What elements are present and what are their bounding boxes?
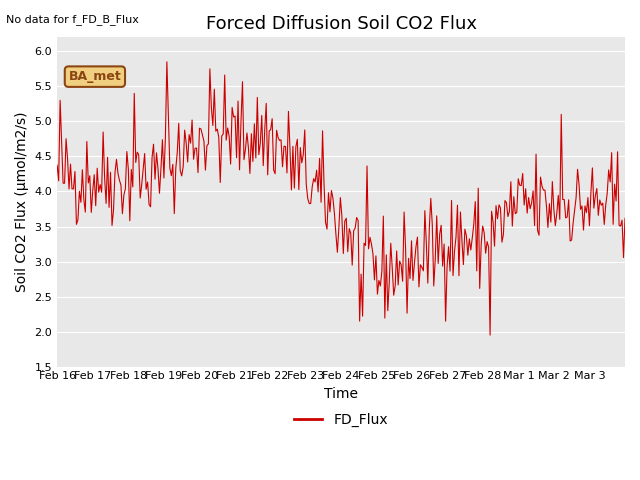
Y-axis label: Soil CO2 Flux (μmol/m2/s): Soil CO2 Flux (μmol/m2/s) [15,112,29,292]
Text: BA_met: BA_met [68,70,121,83]
X-axis label: Time: Time [324,387,358,401]
Text: No data for f_FD_B_Flux: No data for f_FD_B_Flux [6,14,140,25]
Legend: FD_Flux: FD_Flux [289,407,394,432]
Title: Forced Diffusion Soil CO2 Flux: Forced Diffusion Soil CO2 Flux [205,15,477,33]
